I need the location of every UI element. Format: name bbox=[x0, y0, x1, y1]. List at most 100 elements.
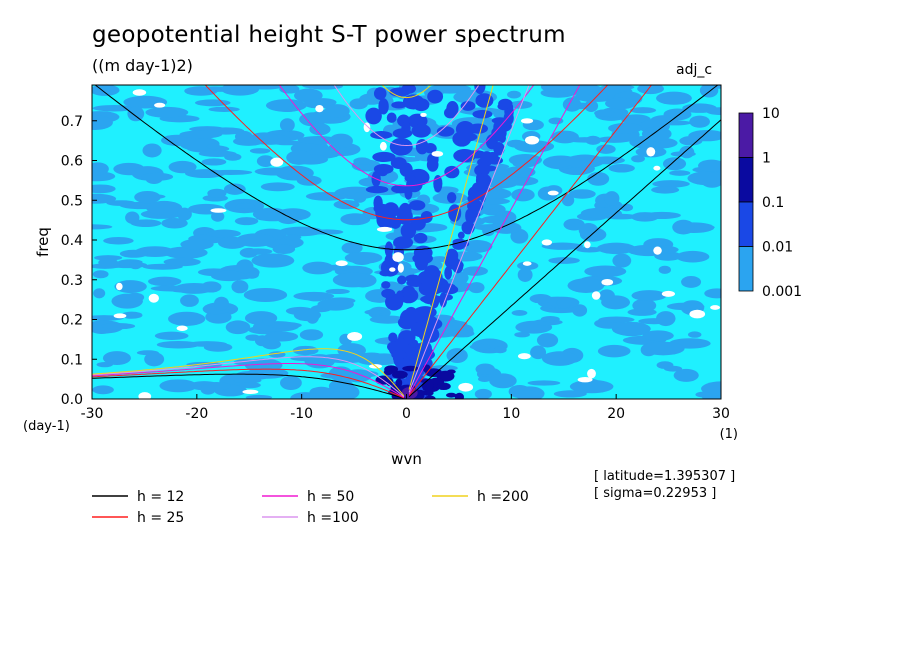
field-blob bbox=[402, 365, 419, 372]
variable-name: adj_c bbox=[676, 62, 713, 78]
field-blob bbox=[541, 351, 578, 366]
field-blob bbox=[244, 248, 273, 255]
field-blob bbox=[392, 370, 408, 379]
field-blob bbox=[389, 137, 413, 156]
field-blob bbox=[272, 244, 296, 254]
field-blob bbox=[561, 194, 575, 207]
field-gap bbox=[584, 241, 591, 249]
field-gap bbox=[547, 190, 559, 196]
field-blob bbox=[408, 200, 426, 211]
legend-label: h =100 bbox=[307, 510, 359, 526]
field-blob bbox=[341, 242, 363, 254]
field-blob bbox=[527, 380, 561, 386]
field-blob bbox=[344, 251, 383, 264]
field-blob bbox=[238, 382, 261, 389]
field-blob bbox=[553, 390, 587, 398]
field-blob bbox=[620, 203, 634, 212]
field-blob bbox=[446, 369, 456, 374]
field-blob bbox=[386, 112, 397, 123]
field-blob bbox=[663, 108, 692, 121]
y-tick-label: 0.7 bbox=[61, 114, 83, 130]
inertia-gravity-curve bbox=[278, 85, 535, 187]
field-blob bbox=[114, 280, 147, 294]
field-blob bbox=[656, 91, 692, 105]
y-tick-label: 0.2 bbox=[61, 313, 83, 329]
field-blob bbox=[544, 159, 571, 168]
field-blob bbox=[563, 218, 585, 231]
field-blob bbox=[223, 183, 246, 195]
field-blob bbox=[411, 123, 431, 138]
field-blob bbox=[548, 117, 564, 125]
field-gap bbox=[710, 305, 721, 310]
field-gap bbox=[335, 260, 348, 267]
field-gap bbox=[376, 226, 393, 232]
field-blob bbox=[627, 244, 669, 257]
rossby-curve bbox=[92, 356, 405, 398]
field-blob bbox=[120, 311, 143, 319]
field-blob bbox=[397, 275, 407, 285]
field-blob bbox=[329, 133, 353, 149]
field-blob bbox=[432, 269, 443, 287]
field-blob bbox=[656, 311, 676, 327]
field-gap bbox=[154, 102, 166, 108]
field-blob bbox=[252, 207, 289, 221]
field-blob bbox=[324, 355, 367, 364]
field-blob bbox=[391, 184, 410, 194]
colorbar-label: 1 bbox=[762, 151, 771, 167]
field-blob bbox=[203, 342, 233, 352]
field-gap bbox=[392, 252, 404, 263]
y-tick-label: 0.6 bbox=[61, 154, 83, 170]
field-blob bbox=[231, 280, 249, 294]
colorbar-segment bbox=[738, 157, 754, 203]
y-axis-label: freq bbox=[34, 227, 52, 257]
field-blob bbox=[311, 141, 329, 156]
field-blob bbox=[641, 341, 685, 356]
field-blob bbox=[92, 385, 114, 395]
field-blob bbox=[511, 309, 528, 316]
field-gap bbox=[132, 89, 147, 96]
field-blob bbox=[448, 329, 475, 338]
field-blob bbox=[439, 292, 448, 308]
field-gap bbox=[525, 135, 540, 145]
field-blob bbox=[198, 150, 237, 157]
field-blob bbox=[210, 270, 247, 282]
field-blob bbox=[413, 98, 430, 112]
field-blob bbox=[339, 385, 360, 399]
field-blob bbox=[369, 315, 406, 324]
field-blob bbox=[292, 345, 319, 356]
field-gap bbox=[587, 368, 596, 379]
field-blob bbox=[92, 162, 109, 176]
field-blob bbox=[541, 242, 584, 250]
field-blob bbox=[186, 361, 223, 368]
field-blob bbox=[103, 237, 134, 245]
field-blob bbox=[262, 315, 276, 326]
field-blob bbox=[447, 192, 457, 203]
legend-label: h =200 bbox=[477, 489, 529, 505]
field-blob bbox=[548, 257, 580, 264]
field-blob bbox=[353, 157, 371, 165]
x-axis-label: wvn bbox=[391, 450, 422, 468]
field-blob bbox=[208, 106, 240, 112]
field-gap bbox=[270, 157, 284, 167]
units-label: ((m day-1)2) bbox=[92, 56, 193, 75]
field-blob bbox=[652, 180, 690, 188]
field-blob bbox=[251, 253, 295, 268]
field-blob bbox=[465, 208, 474, 221]
field-blob bbox=[134, 190, 161, 204]
field-blob bbox=[420, 288, 436, 296]
kelvin-curve bbox=[408, 85, 530, 393]
field-blob bbox=[658, 265, 671, 274]
field-blob bbox=[381, 288, 396, 299]
field-blob bbox=[283, 234, 302, 241]
inertia-gravity-curve bbox=[333, 85, 480, 147]
field-blob bbox=[476, 173, 484, 183]
field-gap bbox=[653, 246, 662, 255]
field-blob bbox=[297, 136, 340, 145]
field-blob bbox=[127, 106, 145, 122]
field-blob bbox=[299, 329, 324, 341]
field-blob bbox=[225, 320, 251, 335]
field-blob bbox=[142, 143, 162, 158]
field-blob bbox=[493, 141, 505, 156]
field-blob bbox=[373, 203, 390, 214]
